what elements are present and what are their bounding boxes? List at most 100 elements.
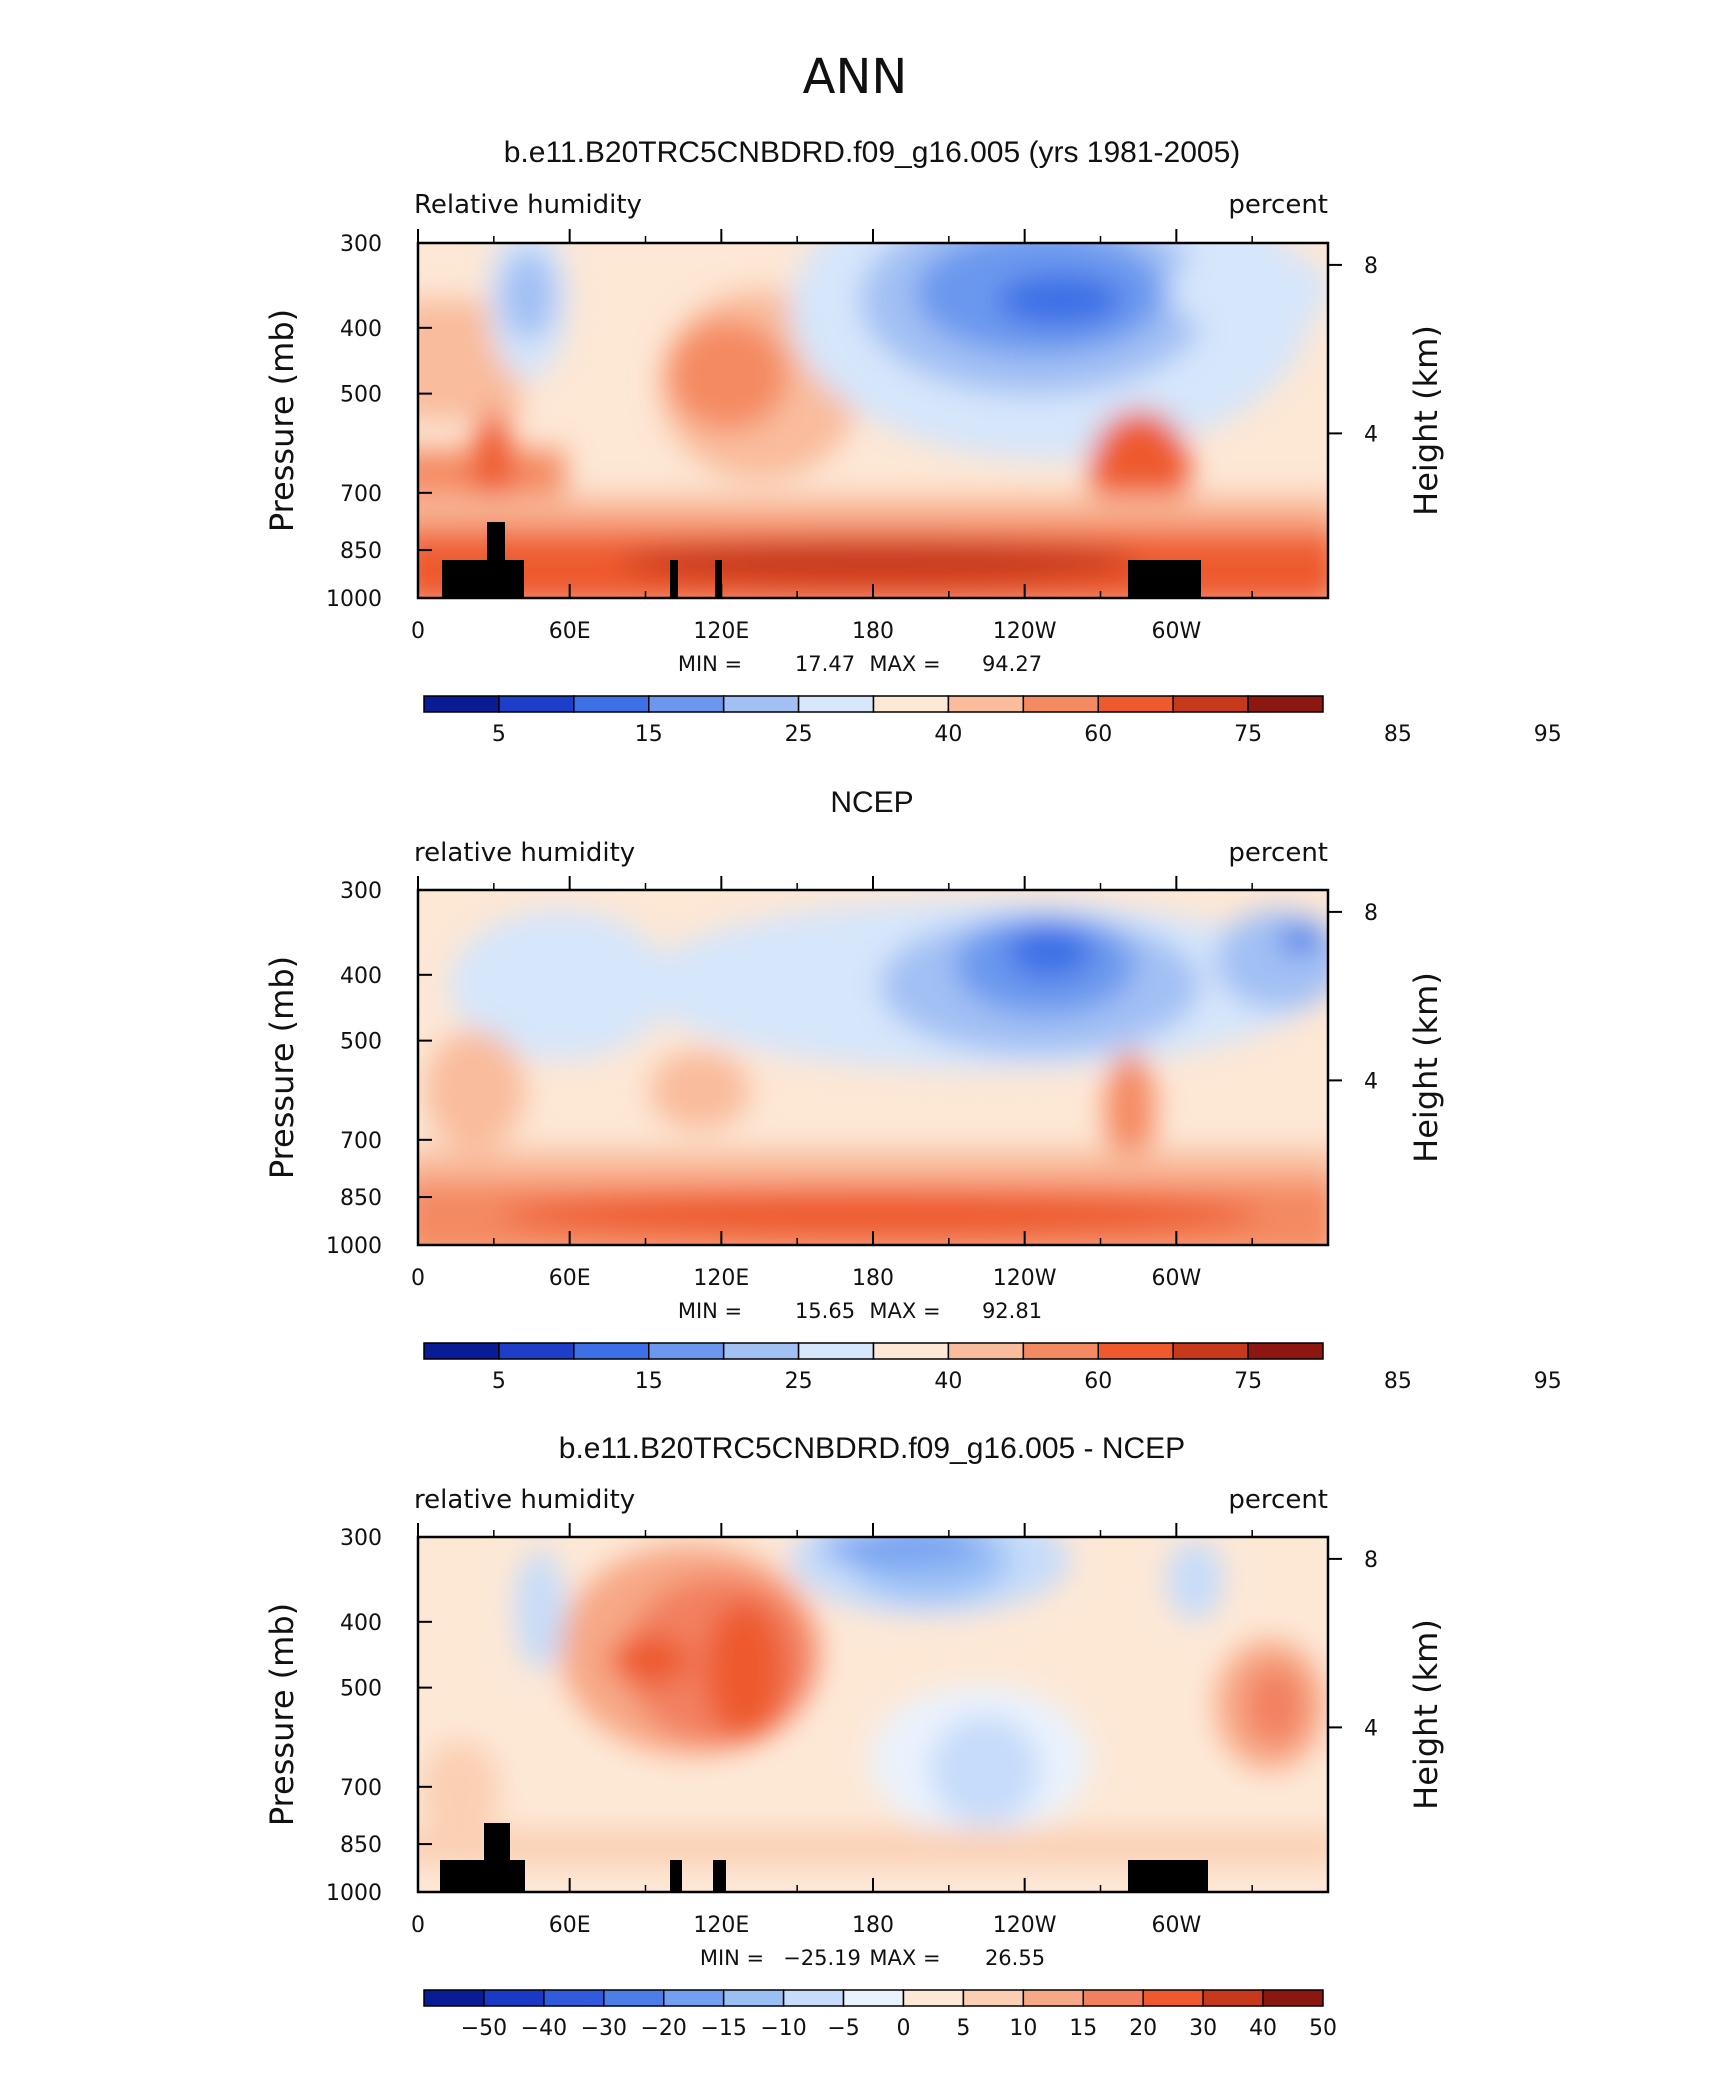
colorbar-swatch	[573, 1342, 650, 1360]
colorbar-swatch	[498, 1342, 575, 1360]
topography-block	[1128, 560, 1201, 598]
colorbar-swatch	[1097, 1342, 1174, 1360]
colorbar-label: 15	[1069, 2016, 1097, 2041]
contour-field	[418, 1537, 1328, 1892]
topography-block	[1128, 1860, 1208, 1892]
colorbar-swatch	[483, 1989, 545, 2007]
page-title: ANN	[803, 49, 908, 105]
colorbar-swatch	[573, 695, 650, 713]
colorbar-label: 30	[1189, 2016, 1217, 2041]
x-tick-label: 0	[411, 619, 425, 644]
colorbar-swatch	[1172, 1342, 1249, 1360]
colorbar-swatch	[1022, 1989, 1085, 2007]
colorbar-label: −5	[827, 2016, 859, 2041]
max-value: 26.55	[985, 1946, 1045, 1970]
y-tick-label: 700	[340, 482, 382, 507]
colorbar-label: 40	[934, 722, 962, 747]
colorbar-label: 75	[1234, 722, 1262, 747]
colorbar-label: 25	[785, 1369, 813, 1394]
colorbar-swatch	[1247, 695, 1324, 713]
y-tick-label: 1000	[326, 587, 382, 612]
units-label: percent	[1228, 190, 1328, 220]
topography-block	[487, 522, 505, 560]
x-tick-label: 120E	[693, 1266, 749, 1291]
max-label: MAX =	[869, 1299, 940, 1323]
x-tick-label: 0	[411, 1266, 425, 1291]
max-value: 94.27	[982, 652, 1042, 676]
colorbar-label: 85	[1384, 1369, 1412, 1394]
y-tick-label: 500	[340, 383, 382, 408]
colorbar-swatch	[603, 1989, 665, 2007]
colorbar-swatch	[1202, 1989, 1264, 2007]
colorbar-label: 15	[635, 1369, 663, 1394]
min-value: 15.65	[795, 1299, 855, 1323]
units-label: percent	[1228, 838, 1328, 868]
colorbar-swatch	[902, 1989, 965, 2007]
height-tick-label: 8	[1364, 254, 1378, 279]
colorbar-label: −50	[461, 2016, 507, 2041]
colorbar-label: −10	[760, 2016, 806, 2041]
colorbar-swatch	[872, 695, 950, 713]
x-tick-label: 60E	[549, 619, 591, 644]
min-value: −25.19	[783, 1946, 861, 1970]
colorbar-label: 5	[956, 2016, 970, 2041]
min-value: 17.47	[795, 652, 855, 676]
colorbar-swatch	[1247, 1342, 1324, 1360]
colorbar-swatch	[662, 1989, 725, 2007]
colorbar-swatch	[797, 1342, 875, 1360]
x-tick-label: 60W	[1151, 1266, 1201, 1291]
colorbar-swatch	[648, 1342, 725, 1360]
colorbar-swatch	[648, 695, 725, 713]
colorbar-swatch	[872, 1342, 950, 1360]
x-tick-label: 180	[852, 619, 894, 644]
height-tick-label: 8	[1364, 901, 1378, 926]
y-tick-label: 300	[340, 879, 382, 904]
x-tick-label: 120E	[693, 619, 749, 644]
colorbar-label: −15	[700, 2016, 746, 2041]
colorbar-label: 40	[934, 1369, 962, 1394]
variable-label: relative humidity	[414, 838, 635, 868]
colorbar-swatch	[947, 1342, 1025, 1360]
min-label: MIN =	[678, 652, 742, 676]
topography-block	[442, 560, 524, 598]
colorbar-swatch	[1022, 695, 1099, 713]
colorbar-swatch	[722, 1989, 785, 2007]
colorbar-label: −20	[641, 2016, 687, 2041]
colorbar: 5 15 25 40 60 75 85 95	[423, 695, 1562, 747]
colorbar: 5 15 25 40 60 75 85 95	[423, 1342, 1562, 1394]
max-label: MAX =	[869, 652, 940, 676]
colorbar-swatch	[1172, 695, 1249, 713]
colorbar-swatch	[1262, 1989, 1324, 2007]
colorbar-swatch	[423, 695, 500, 713]
panel-difference: b.e11.B20TRC5CNBDRD.f09_g16.005 - NCEP r…	[263, 1432, 1445, 2041]
x-tick-label: 120W	[993, 619, 1057, 644]
colorbar: −50 −40 −30 −20 −15 −10 −5 0 5 10 15 20 30 40 50	[423, 1989, 1337, 2041]
x-tick-label: 180	[852, 1266, 894, 1291]
colorbar-label: 5	[492, 722, 506, 747]
colorbar-swatch	[423, 1989, 485, 2007]
x-tick-label: 0	[411, 1913, 425, 1938]
topography-block	[670, 560, 678, 598]
colorbar-label: 60	[1084, 722, 1112, 747]
topography-block	[440, 1860, 525, 1892]
topography-block	[715, 560, 722, 598]
height-tick-label: 8	[1364, 1548, 1378, 1573]
contour-field	[418, 890, 1328, 1245]
height-tick-label: 4	[1364, 422, 1378, 447]
x-tick-label: 120E	[693, 1913, 749, 1938]
colorbar-label: 75	[1234, 1369, 1262, 1394]
x-tick-label: 180	[852, 1913, 894, 1938]
y-tick-label: 850	[340, 1186, 382, 1211]
y-tick-label: 700	[340, 1129, 382, 1154]
colorbar-swatch	[1097, 695, 1174, 713]
x-tick-label: 60E	[549, 1913, 591, 1938]
colorbar-label: 20	[1129, 2016, 1157, 2041]
y-tick-label: 500	[340, 1677, 382, 1702]
colorbar-swatch	[797, 695, 875, 713]
x-tick-label: 120W	[993, 1913, 1057, 1938]
y-tick-label: 1000	[326, 1234, 382, 1259]
y-tick-label: 300	[340, 1526, 382, 1551]
units-label: percent	[1228, 1485, 1328, 1515]
colorbar-label: 60	[1084, 1369, 1112, 1394]
colorbar-label: 95	[1534, 722, 1562, 747]
